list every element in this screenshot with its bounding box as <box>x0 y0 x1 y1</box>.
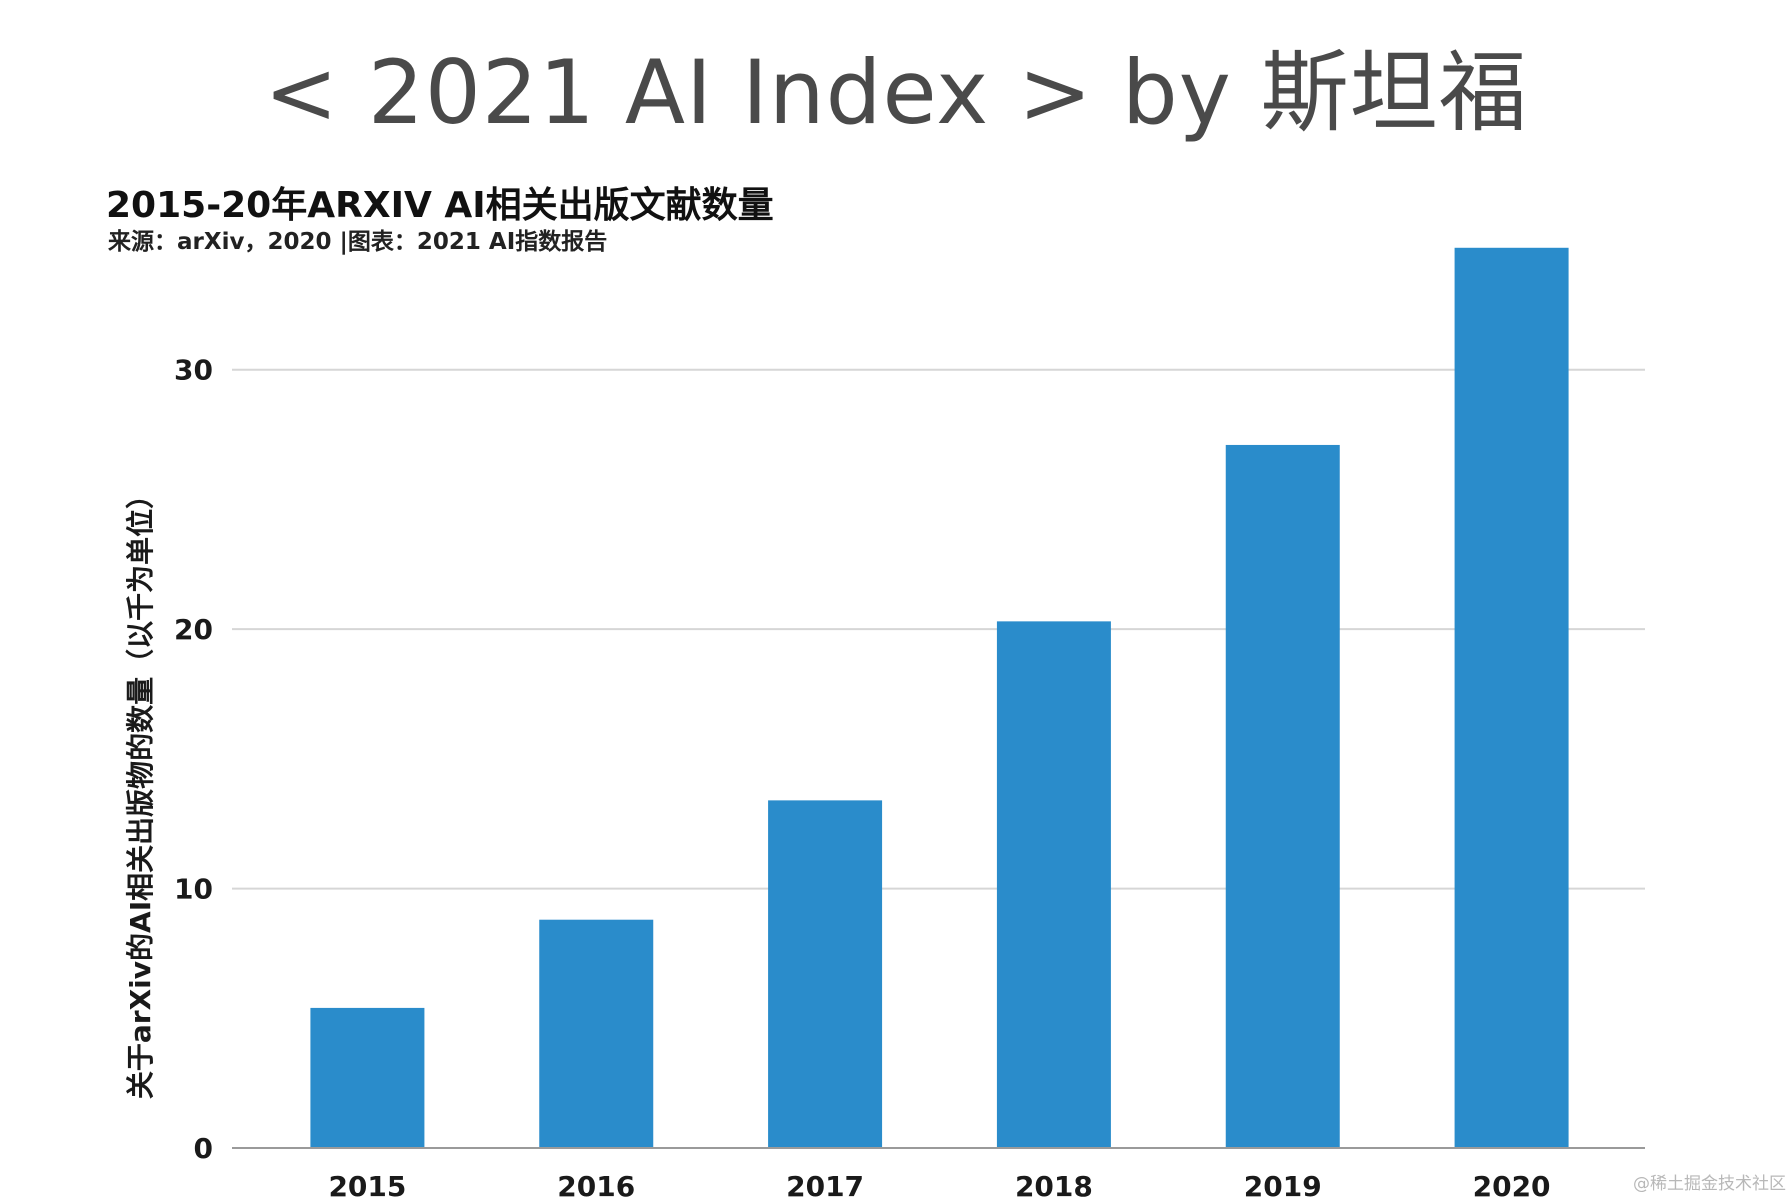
axes: 0 10 20 30 2015 2016 2017 2018 2019 2020 <box>174 354 1645 1203</box>
bar-2017 <box>768 800 883 1148</box>
bar-2015 <box>310 1007 425 1148</box>
slide-title: < 2021 AI Index > by 斯坦福 <box>264 41 1528 144</box>
chart-subtitle: 来源：arXiv，2020 |图表：2021 AI指数报告 <box>108 229 608 255</box>
bars <box>310 247 1569 1149</box>
x-tick-label: 2016 <box>557 1170 635 1203</box>
bar-2019 <box>1225 444 1340 1148</box>
watermark: @稀土掘金技术社区 <box>1633 1174 1786 1194</box>
chart-title: 2015-20年ARXIV AI相关出版文献数量 <box>106 185 774 226</box>
x-tick-label: 2015 <box>328 1170 406 1203</box>
x-tick-label: 2018 <box>1015 1170 1093 1203</box>
grid-lines <box>232 368 1645 890</box>
x-tick-label: 2017 <box>786 1170 864 1203</box>
bar-2020 <box>1454 247 1569 1149</box>
y-tick-label: 20 <box>174 613 213 646</box>
y-tick-label: 0 <box>194 1132 213 1165</box>
bar-2018 <box>996 621 1111 1148</box>
y-axis-label: 关于arXiv的AI相关出版物的数量（以千为单位） <box>124 481 157 1099</box>
x-tick-label: 2020 <box>1473 1170 1551 1203</box>
y-tick-label: 10 <box>174 873 213 906</box>
x-tick-label: 2019 <box>1244 1170 1322 1203</box>
y-tick-label: 30 <box>174 354 213 387</box>
bar-2016 <box>539 919 654 1148</box>
